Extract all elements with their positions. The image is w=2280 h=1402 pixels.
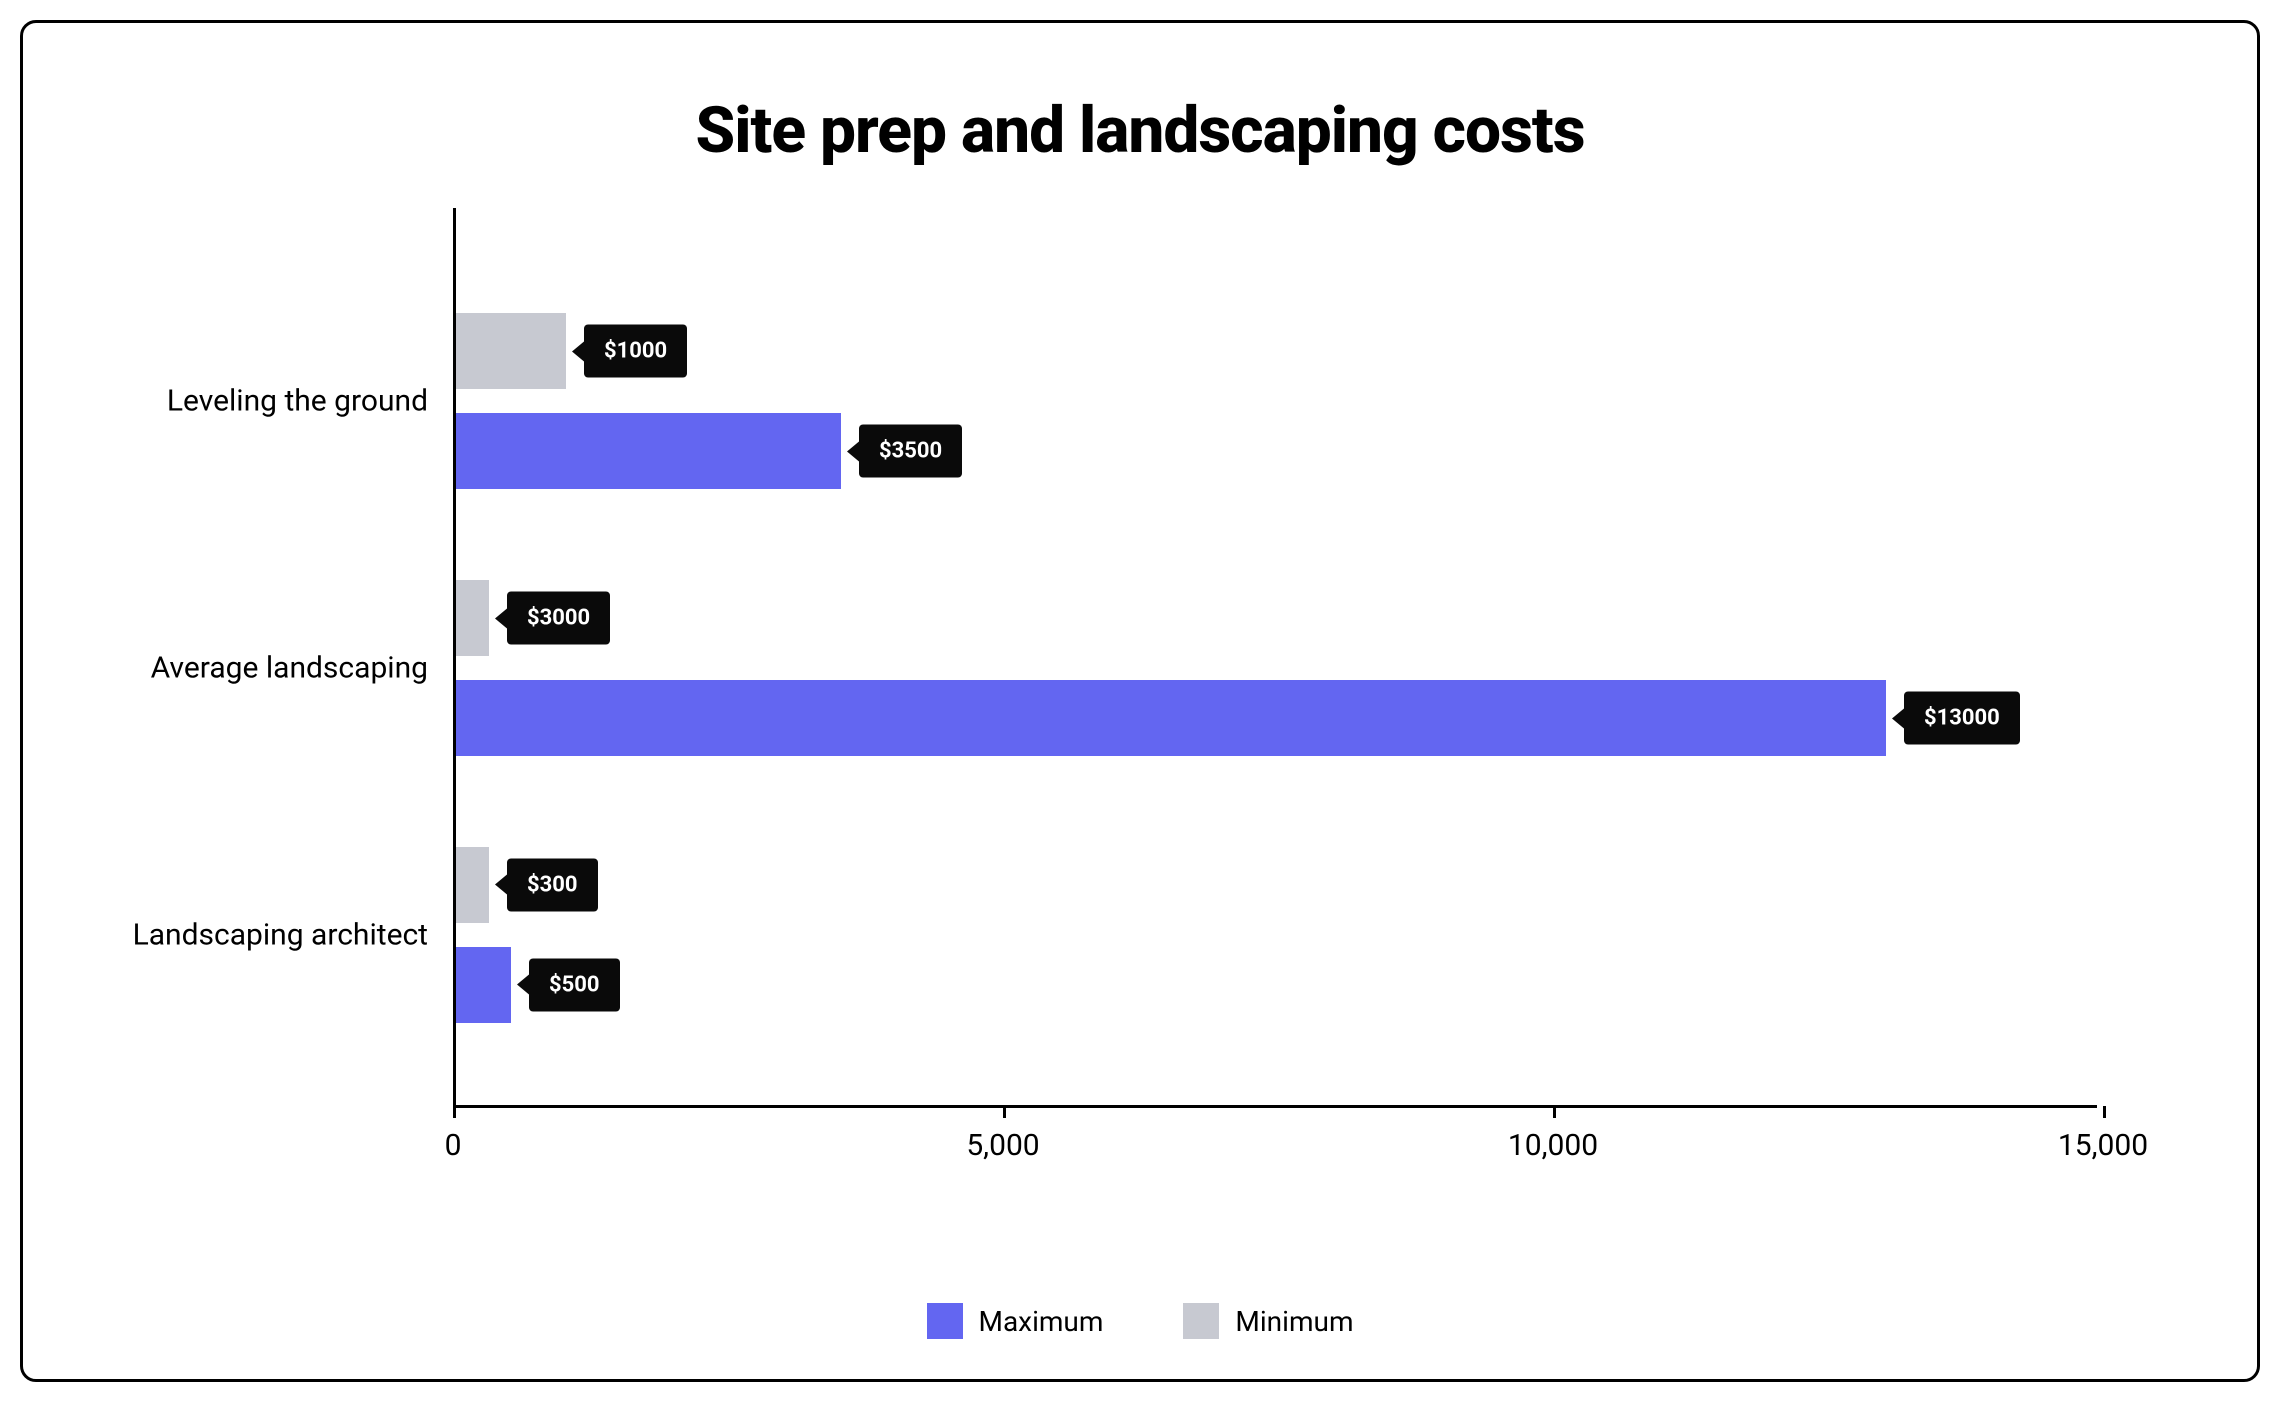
- bar-maximum: $3500: [456, 413, 841, 489]
- plot-area: Leveling the ground$1000$3500Average lan…: [453, 208, 2097, 1108]
- x-tick-label: 15,000: [2058, 1128, 2148, 1163]
- chart-container: Site prep and landscaping costs Leveling…: [20, 20, 2260, 1382]
- data-label-maximum: $500: [529, 958, 620, 1011]
- category-label: Landscaping architect: [133, 917, 453, 952]
- category-label: Leveling the ground: [167, 384, 453, 419]
- category-group: Average landscaping$3000$13000: [453, 580, 2097, 756]
- legend-item: Minimum: [1183, 1303, 1353, 1339]
- x-tick: [1553, 1106, 1556, 1118]
- chart-title: Site prep and landscaping costs: [63, 93, 2217, 168]
- x-tick-label: 10,000: [1508, 1128, 1598, 1163]
- data-label-maximum: $13000: [1904, 692, 2020, 745]
- bar-maximum: $13000: [456, 680, 1886, 756]
- x-tick-label: 0: [445, 1128, 462, 1163]
- bar-minimum: $3000: [456, 580, 489, 656]
- x-tick: [1003, 1106, 1006, 1118]
- data-label-maximum: $3500: [859, 425, 962, 478]
- legend-label: Maximum: [979, 1305, 1104, 1338]
- category-group: Landscaping architect$300$500: [453, 847, 2097, 1023]
- legend-swatch: [927, 1303, 963, 1339]
- legend-label: Minimum: [1235, 1305, 1353, 1338]
- x-tick: [453, 1106, 456, 1118]
- legend: Maximum Minimum: [23, 1303, 2257, 1339]
- data-label-minimum: $1000: [584, 325, 687, 378]
- legend-swatch: [1183, 1303, 1219, 1339]
- x-tick: [2103, 1106, 2106, 1118]
- bar-minimum: $1000: [456, 313, 566, 389]
- x-axis: [453, 1105, 2097, 1108]
- bar-minimum: $300: [456, 847, 489, 923]
- category-label: Average landscaping: [151, 651, 453, 686]
- bar-maximum: $500: [456, 947, 511, 1023]
- data-label-minimum: $3000: [507, 592, 610, 645]
- data-label-minimum: $300: [507, 858, 598, 911]
- x-tick-label: 5,000: [966, 1128, 1039, 1163]
- legend-item: Maximum: [927, 1303, 1104, 1339]
- category-group: Leveling the ground$1000$3500: [453, 313, 2097, 489]
